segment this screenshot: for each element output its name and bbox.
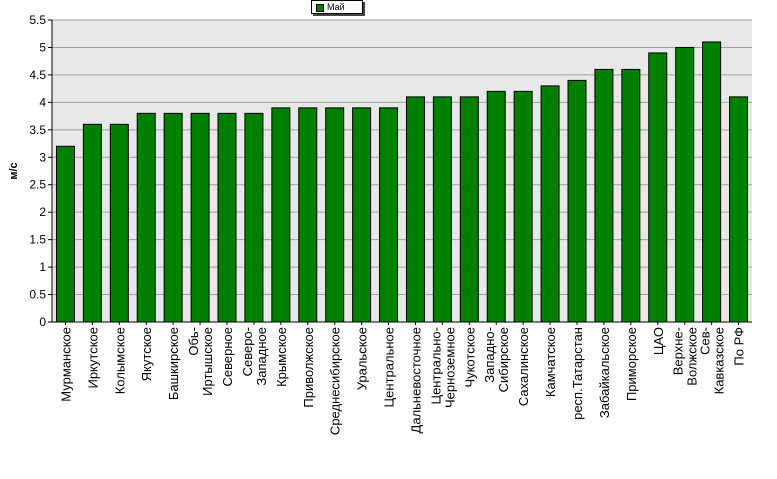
legend-swatch	[316, 4, 324, 12]
bar	[217, 112, 237, 323]
bar	[540, 85, 560, 323]
y-tick-label: 0	[39, 315, 46, 329]
y-tick-label: 3	[39, 150, 46, 164]
x-tick-label: Мурманское	[58, 327, 73, 402]
bar	[244, 112, 264, 323]
bar	[190, 112, 210, 323]
y-tick-label: 5.5	[29, 13, 46, 27]
x-tick-label: Среднесибирское	[328, 327, 343, 435]
x-tick-label: Иркутское	[85, 327, 100, 389]
bar	[621, 68, 641, 323]
x-tick-label: Северо-	[240, 327, 255, 376]
bar	[405, 96, 425, 323]
y-tick-label: 2	[39, 205, 46, 219]
bar	[729, 96, 749, 323]
bar	[432, 96, 452, 323]
bar	[325, 107, 345, 323]
bar	[648, 52, 668, 323]
plot-area	[52, 20, 752, 322]
legend: Май	[311, 0, 363, 14]
x-tick-label: респ.Татарстан	[570, 327, 585, 420]
x-tick-label: ЦАО	[651, 327, 666, 355]
x-tick-label: Дальневосточное	[408, 327, 423, 433]
x-tick-label: Центральное	[382, 327, 397, 407]
y-tick-label: 2.5	[29, 178, 46, 192]
x-tick-label: Верхне-	[671, 327, 686, 375]
x-tick-label: Западное	[254, 327, 269, 386]
y-tick-label: 1.5	[29, 233, 46, 247]
x-tick-label: Чукотское	[462, 327, 477, 388]
x-tick-label: Северное	[220, 327, 235, 386]
x-tick-label: Центрально-	[428, 327, 443, 405]
x-tick-label: Уральское	[355, 327, 370, 390]
bar	[136, 112, 156, 323]
x-tick-label: Камчатское	[543, 327, 558, 397]
x-tick-label: Волжское	[685, 327, 700, 386]
y-axis-label: м/с	[8, 162, 20, 179]
bar	[459, 96, 479, 323]
bar	[567, 79, 587, 323]
x-tick-label: Колымское	[112, 327, 127, 394]
legend-label: Май	[327, 2, 345, 12]
x-tick-label: Крымское	[274, 327, 289, 387]
bar	[594, 68, 614, 323]
x-tick-label: Забайкальское	[597, 327, 612, 418]
bar	[486, 90, 506, 323]
x-tick-label: Сахалинское	[516, 327, 531, 406]
bar	[379, 107, 399, 323]
x-tick-label: Башкирское	[166, 327, 181, 400]
y-tick-label: 4.5	[29, 68, 46, 82]
bar	[82, 123, 102, 323]
bar	[271, 107, 291, 323]
x-tick-label: Сибирское	[496, 327, 511, 392]
x-tick-label: Приморское	[624, 327, 639, 401]
x-tick-label: Приволжское	[301, 327, 316, 408]
bar	[702, 41, 722, 323]
x-tick-label: Якутское	[139, 327, 154, 381]
x-tick-label: Черноземное	[442, 327, 457, 408]
bar	[163, 112, 183, 323]
y-tick-label: 1	[39, 260, 46, 274]
x-tick-label: Сев-	[698, 327, 713, 355]
x-tick-label: Западно-	[482, 327, 497, 383]
bar	[675, 46, 695, 323]
x-tick-label: Кавказское	[712, 327, 727, 394]
x-tick-label: Обь-	[186, 327, 201, 356]
y-tick-label: 4	[39, 95, 46, 109]
y-tick-label: 3.5	[29, 123, 46, 137]
bar	[352, 107, 372, 323]
x-tick-label: Иртышское	[200, 327, 215, 396]
x-tick-label: По РФ	[732, 327, 747, 366]
bar	[109, 123, 129, 323]
bar	[513, 90, 533, 323]
y-tick-label: 5	[39, 40, 46, 54]
bar	[298, 107, 318, 323]
bar	[55, 145, 75, 323]
y-tick-label: 0.5	[29, 288, 46, 302]
